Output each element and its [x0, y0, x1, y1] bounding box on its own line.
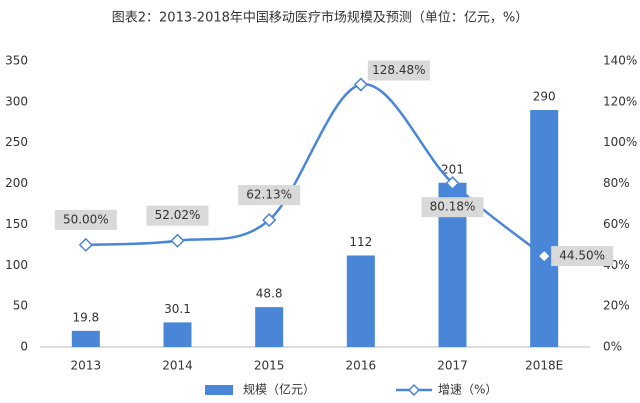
x-tick-label: 2016 [346, 359, 377, 373]
y2-tick-label: 80% [603, 176, 630, 190]
y-tick-label: 0 [20, 340, 28, 354]
value-label-box [238, 185, 301, 206]
legend-swatch [205, 385, 233, 395]
y2-tick-label: 0% [603, 340, 622, 354]
line-value-label: 62.13% [246, 188, 292, 202]
y-tick-label: 50 [13, 299, 28, 313]
x-tick-label: 2014 [162, 359, 193, 373]
x-tick-label: 2015 [254, 359, 285, 373]
value-label-box [54, 209, 117, 230]
bar-value-label: 112 [349, 235, 372, 249]
line-marker [537, 249, 552, 264]
line-value-label: 44.50% [559, 249, 605, 263]
legend-label: 规模（亿元） [243, 382, 315, 397]
line-value-label: 52.02% [155, 208, 201, 222]
value-label-box [421, 197, 484, 218]
line-marker [353, 77, 368, 92]
line-value-label: 128.48% [372, 63, 425, 77]
bar-value-label: 19.8 [72, 310, 99, 324]
value-label-box [551, 246, 614, 267]
legend-label: 增速（%） [438, 383, 497, 397]
y-tick-label: 100 [5, 258, 28, 272]
line-value-label: 80.18% [430, 200, 476, 214]
bar-value-label: 290 [533, 90, 556, 104]
chart-title: 图表2：2013-2018年中国移动医疗市场规模及预测（单位：亿元，%） [112, 10, 528, 26]
bar-value-label: 201 [441, 162, 464, 176]
x-tick-label: 2013 [71, 359, 102, 373]
bar [530, 110, 559, 348]
bar [163, 322, 192, 347]
x-tick-label: 2018E [525, 359, 563, 373]
y2-tick-label: 120% [603, 94, 637, 108]
y2-tick-label: 140% [603, 54, 637, 68]
bar [71, 330, 100, 347]
bar [346, 255, 375, 347]
value-label-box [146, 205, 209, 226]
y2-tick-label: 60% [603, 217, 630, 231]
line-value-label: 50.00% [63, 212, 109, 226]
y-tick-label: 350 [5, 54, 28, 68]
line-marker [262, 213, 277, 228]
y-tick-label: 200 [5, 176, 28, 190]
legend-marker [407, 383, 421, 397]
bar-value-label: 48.8 [256, 287, 283, 301]
line-marker [170, 233, 185, 248]
x-tick-label: 2017 [437, 359, 468, 373]
line-marker [78, 237, 93, 252]
y-tick-label: 300 [5, 94, 28, 108]
y-tick-label: 150 [5, 217, 28, 231]
y-tick-label: 250 [5, 135, 28, 149]
y2-tick-label: 100% [603, 135, 637, 149]
line [85, 83, 545, 258]
bar-value-label: 30.1 [164, 302, 191, 316]
y2-tick-label: 20% [603, 299, 630, 313]
bar [255, 307, 284, 347]
value-label-box [367, 60, 430, 81]
line-marker [445, 176, 460, 191]
